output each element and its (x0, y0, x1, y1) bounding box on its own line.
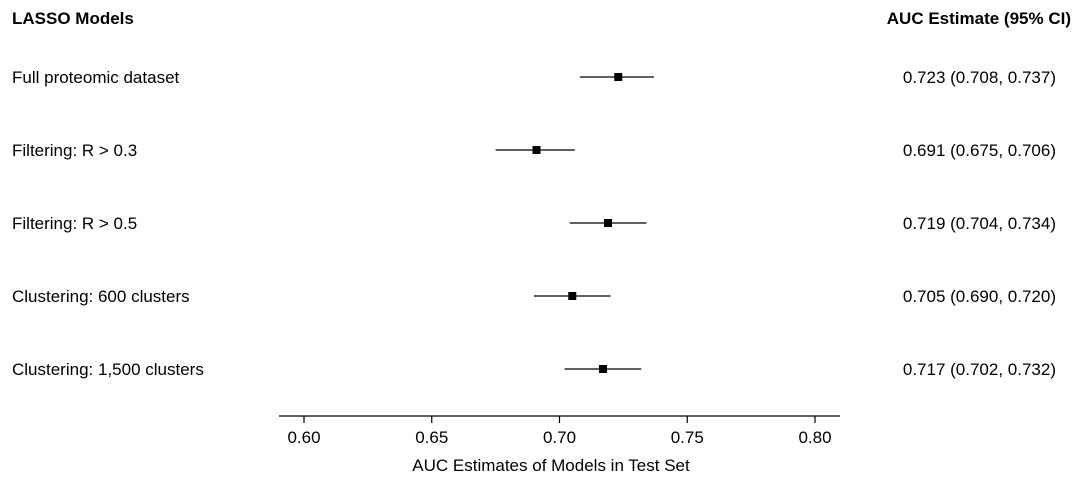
x-axis-label: AUC Estimates of Models in Test Set (412, 456, 690, 475)
point-estimate-marker (614, 73, 623, 81)
forest-row: Clustering: 600 clusters 0.705 (0.690, 0.… (12, 287, 1056, 306)
row-label: Clustering: 600 clusters (12, 287, 190, 306)
x-tick-label: 0.60 (287, 428, 320, 447)
point-estimate-marker (604, 219, 613, 227)
left-header: LASSO Models (12, 9, 134, 28)
auc-estimate-text: 0.719 (0.704, 0.734) (903, 214, 1056, 233)
x-tick-label: 0.75 (671, 428, 704, 447)
ticks-layer: 0.60 0.65 0.70 0.75 0.80 (287, 416, 832, 447)
rows-layer: Full proteomic dataset 0.723 (0.708, 0.73… (12, 68, 1056, 379)
right-header: AUC Estimate (95% CI) (887, 9, 1071, 28)
point-estimate-marker (532, 146, 541, 154)
forest-row: Filtering: R > 0.5 0.719 (0.704, 0.734) (12, 214, 1056, 233)
forest-row: Filtering: R > 0.3 0.691 (0.675, 0.706) (12, 141, 1056, 160)
point-estimate-marker (598, 365, 607, 373)
forest-row: Full proteomic dataset 0.723 (0.708, 0.73… (12, 68, 1056, 87)
row-label: Full proteomic dataset (12, 68, 180, 87)
x-tick-label: 0.80 (798, 428, 831, 447)
point-estimate-marker (568, 292, 577, 300)
auc-estimate-text: 0.691 (0.675, 0.706) (903, 141, 1056, 160)
x-tick-label: 0.65 (415, 428, 448, 447)
x-tick-label: 0.70 (543, 428, 576, 447)
row-label: Filtering: R > 0.5 (12, 214, 137, 233)
forest-row: Clustering: 1,500 clusters 0.717 (0.702, … (12, 360, 1056, 379)
auc-estimate-text: 0.705 (0.690, 0.720) (903, 287, 1056, 306)
auc-estimate-text: 0.723 (0.708, 0.737) (903, 68, 1056, 87)
row-label: Filtering: R > 0.3 (12, 141, 137, 160)
auc-estimate-text: 0.717 (0.702, 0.732) (903, 360, 1056, 379)
row-label: Clustering: 1,500 clusters (12, 360, 204, 379)
